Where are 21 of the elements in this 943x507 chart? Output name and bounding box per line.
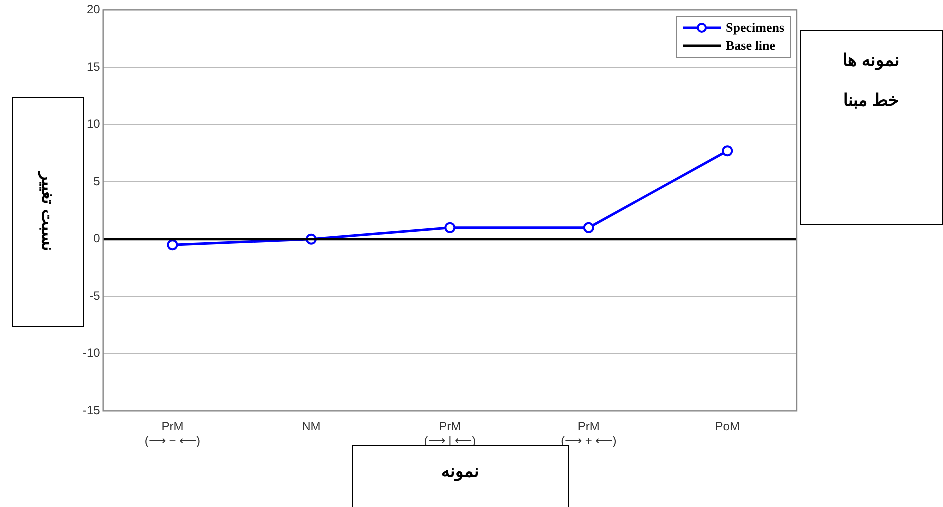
y-tick-label: 0 — [94, 232, 101, 246]
point — [722, 146, 734, 157]
x-tick-label: PoM — [715, 420, 740, 434]
point — [583, 222, 594, 234]
text: نمونه ها — [842, 50, 901, 72]
point — [444, 222, 456, 234]
y-tick-label: 20 — [86, 2, 101, 17]
y-tick-label: -15 — [83, 404, 101, 418]
y-tick-label: -10 — [83, 346, 101, 360]
y-axis-title: نسبت تغییر — [38, 172, 58, 252]
y-tick-label: -5 — [90, 288, 101, 303]
y-tick-label: 10 — [86, 117, 101, 132]
legend-label: Specimens — [726, 20, 784, 36]
point — [167, 240, 178, 251]
x-tick-label: PrM (⟶ − ⟵) — [144, 420, 201, 448]
x-axis-title: نمونه — [442, 462, 480, 481]
legend-label: Base line — [726, 38, 776, 54]
text: خط مبنا — [842, 90, 900, 112]
y-tick-label: 15 — [86, 60, 101, 74]
x-tick-label: NM — [302, 420, 321, 434]
y-tick-label: 5 — [94, 174, 101, 188]
